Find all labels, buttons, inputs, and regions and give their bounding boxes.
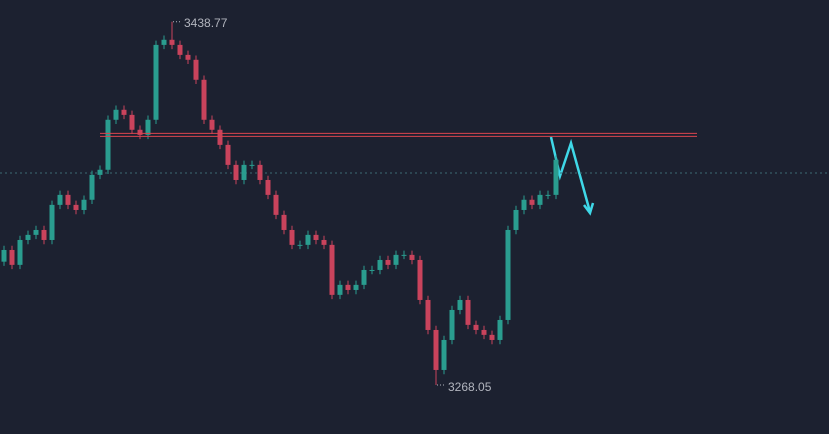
candle-body <box>177 44 183 55</box>
candle-body <box>369 269 375 271</box>
candle-body <box>465 299 471 325</box>
candle-body <box>457 299 463 310</box>
candle-body <box>113 109 119 120</box>
candle-body <box>105 119 111 170</box>
candle-body <box>441 339 447 370</box>
candle-body <box>73 204 79 210</box>
annotation-label: 3438.77 <box>184 16 228 30</box>
candle-body <box>217 129 223 145</box>
candle-body <box>89 174 95 200</box>
candle-body <box>361 269 367 285</box>
candle-body <box>449 309 455 340</box>
candle-body <box>377 259 383 270</box>
candle-body <box>529 199 535 205</box>
candle-body <box>273 194 279 215</box>
candle-body <box>249 164 255 166</box>
candle-body <box>281 214 287 230</box>
candle-body <box>305 234 311 245</box>
candle-body <box>57 194 63 205</box>
arrow-head <box>583 202 595 216</box>
candle-body <box>337 284 343 295</box>
annotation-label: 3268.05 <box>448 380 492 394</box>
candle-body <box>329 244 335 295</box>
candle-body <box>33 229 39 235</box>
candle-body <box>537 194 543 205</box>
candle-body <box>265 179 271 195</box>
candle-body <box>81 199 87 210</box>
candle-body <box>289 229 295 245</box>
candle-body <box>345 284 351 290</box>
candle-body <box>65 194 71 205</box>
candle-body <box>505 229 511 320</box>
candle-body <box>497 319 503 340</box>
candle-body <box>25 234 31 240</box>
candle-body <box>17 239 23 265</box>
candle-body <box>417 259 423 300</box>
candle-body <box>97 169 103 175</box>
candle-body <box>193 59 199 80</box>
candle-body <box>129 114 135 130</box>
candle-body <box>49 204 55 240</box>
candle-body <box>145 119 151 135</box>
candle-body <box>297 244 303 246</box>
candle-body <box>153 44 159 120</box>
candle-body <box>473 324 479 330</box>
candle-body <box>353 284 359 290</box>
candle-body <box>521 199 527 210</box>
candle-body <box>401 254 407 256</box>
candle-body <box>169 39 175 45</box>
candle-body <box>393 254 399 265</box>
candle-body <box>257 164 263 180</box>
candle-body <box>425 299 431 330</box>
candle-body <box>385 259 391 265</box>
candle-body <box>209 119 215 130</box>
candle-body <box>225 144 231 165</box>
candle-body <box>545 194 551 196</box>
candle-body <box>233 164 239 180</box>
candle-body <box>241 164 247 180</box>
candle-body <box>1 249 7 262</box>
candle-body <box>185 54 191 60</box>
candle-body <box>9 249 15 265</box>
candle-body <box>481 329 487 335</box>
candle-body <box>321 239 327 245</box>
candle-body <box>409 254 415 260</box>
candle-body <box>137 129 143 135</box>
candle-body <box>553 159 559 195</box>
candle-body <box>41 229 47 240</box>
candle-body <box>201 79 207 120</box>
candle-body <box>121 109 127 115</box>
candle-body <box>313 234 319 240</box>
candle-body <box>433 329 439 370</box>
candle-body <box>161 39 167 45</box>
candle-body <box>489 334 495 340</box>
candle-body <box>513 209 519 230</box>
